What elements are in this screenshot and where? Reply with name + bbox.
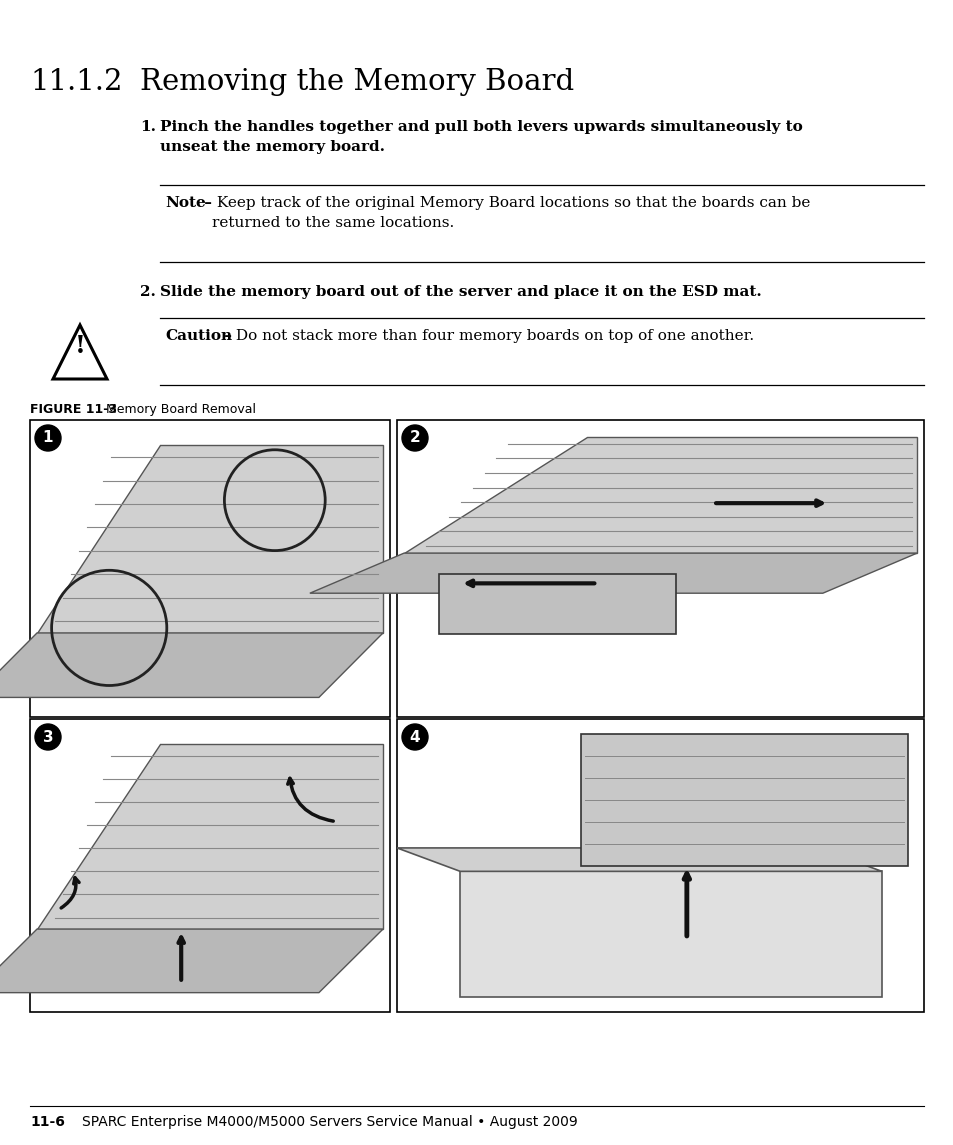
Text: –: – (199, 196, 212, 210)
Text: !: ! (74, 334, 86, 358)
Bar (396, 719, 923, 1012)
Polygon shape (310, 553, 916, 593)
Polygon shape (37, 744, 382, 929)
Text: 3: 3 (43, 729, 53, 744)
Text: 2: 2 (409, 431, 420, 445)
Text: 1.: 1. (140, 120, 156, 134)
Text: –: – (219, 329, 232, 343)
Text: Slide the memory board out of the server and place it on the ESD mat.: Slide the memory board out of the server… (160, 285, 760, 299)
Text: 4: 4 (409, 729, 420, 744)
Text: Pinch the handles together and pull both levers upwards simultaneously to
unseat: Pinch the handles together and pull both… (160, 120, 801, 155)
Polygon shape (0, 929, 382, 993)
Polygon shape (0, 633, 382, 697)
Text: Memory Board Removal: Memory Board Removal (98, 403, 255, 416)
Text: 11.1.2: 11.1.2 (30, 68, 122, 96)
Text: Caution: Caution (165, 329, 232, 343)
Text: FIGURE 11-3: FIGURE 11-3 (30, 403, 117, 416)
Text: SPARC Enterprise M4000/M5000 Servers Service Manual • August 2009: SPARC Enterprise M4000/M5000 Servers Ser… (82, 1115, 578, 1129)
Bar (580, 734, 907, 866)
Circle shape (35, 425, 61, 451)
Polygon shape (459, 871, 881, 997)
Text: Note: Note (165, 196, 206, 210)
Text: 2.: 2. (140, 285, 155, 299)
Bar (396, 420, 923, 717)
Polygon shape (403, 436, 916, 553)
Bar (30, 420, 390, 717)
Text: 11-6: 11-6 (30, 1115, 65, 1129)
Text: 1: 1 (43, 431, 53, 445)
Polygon shape (37, 445, 382, 633)
Circle shape (401, 724, 428, 750)
Text: Keep track of the original Memory Board locations so that the boards can be
retu: Keep track of the original Memory Board … (212, 196, 809, 230)
Bar (30, 719, 390, 1012)
Circle shape (401, 425, 428, 451)
Text: Do not stack more than four memory boards on top of one another.: Do not stack more than four memory board… (231, 329, 753, 343)
Text: Removing the Memory Board: Removing the Memory Board (140, 68, 574, 96)
Polygon shape (396, 848, 881, 871)
Circle shape (35, 724, 61, 750)
Bar (438, 575, 676, 634)
